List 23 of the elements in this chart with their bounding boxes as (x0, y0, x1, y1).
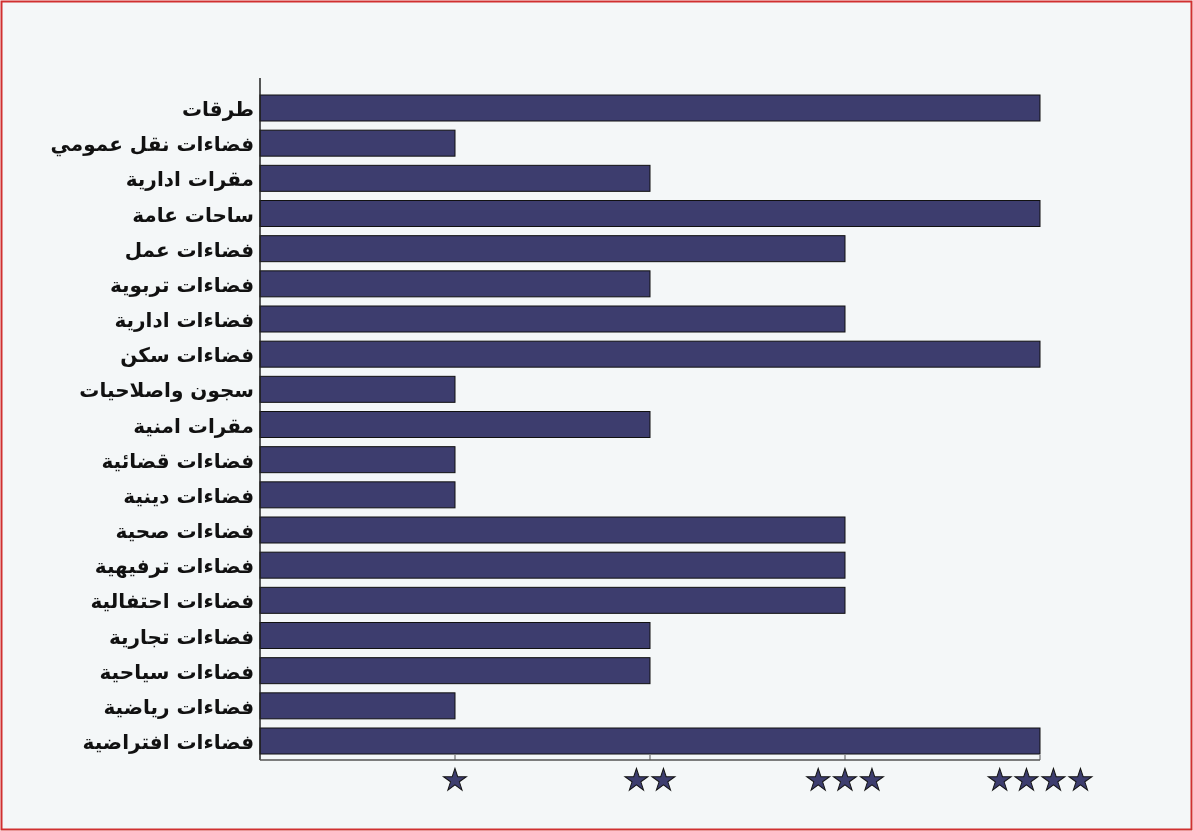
annotation: ★★★ (804, 762, 886, 797)
y-tick-label: مقرات ادارية (125, 167, 254, 192)
y-tick-label: فضاءات صحية (115, 519, 254, 543)
y-tick-label: فضاءات ترفيهية (94, 554, 254, 579)
y-tick-label: فضاءات افتراضية (82, 730, 254, 754)
y-tick-label: فضاءات نقل عمومي (50, 132, 254, 158)
y-tick-label: فضاءات سكن (120, 343, 254, 368)
y-tick-label: فضاءات تجارية (108, 624, 254, 649)
y-tick-label: فضاءات قضائية (101, 448, 254, 473)
y-tick-label: مقرات امنية (133, 413, 254, 438)
y-tick-label: سجون واصلاحيات (79, 378, 254, 403)
y-tick-label: فضاءات تربوية (109, 272, 254, 297)
annotation: ★ (441, 762, 469, 797)
y-tick-label: فضاءات رياضية (103, 694, 254, 719)
y-tick-label: فضاءات احتفالية (90, 589, 254, 614)
annotation: ★★ (623, 762, 677, 797)
y-tick-label: فضاءات سياحية (99, 659, 254, 684)
y-tick-label: فضاءات عمل (124, 237, 254, 262)
y-tick-label: فضاءات ادارية (114, 308, 254, 332)
y-tick-label: ساحات عامة (132, 202, 254, 227)
annotation: ★★★★ (986, 762, 1094, 797)
y-tick-label: طرقات (182, 97, 254, 121)
y-tick-label: فضاءات دينية (123, 483, 254, 508)
